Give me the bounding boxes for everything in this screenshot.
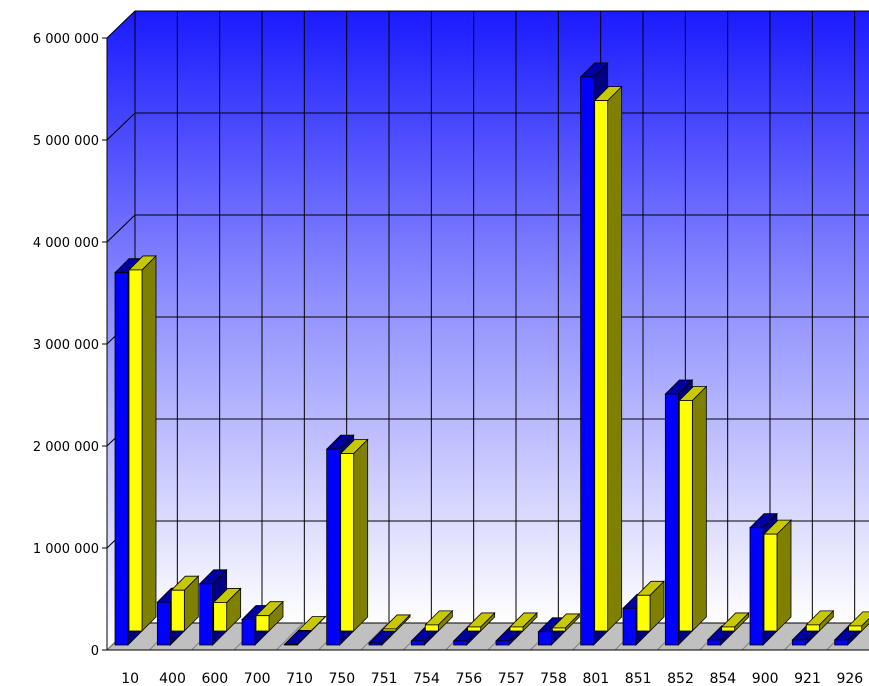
bar-10-s2 (128, 254, 157, 632)
y-tick-label: 6 000 000 (33, 32, 99, 47)
bar-851-s2 (636, 580, 665, 632)
x-tick-label: 600 (201, 671, 228, 686)
x-tick-label: 756 (455, 671, 482, 686)
x-tick-label: 854 (709, 671, 736, 686)
bar-757-s2 (509, 611, 538, 632)
x-tick-label: 801 (582, 671, 609, 686)
x-axis-labels: 10 400 600 700 710 750 751 754 756 757 758 801 851 85… (121, 671, 863, 686)
x-tick-label: 926 (836, 671, 863, 686)
bar-756-s2 (466, 611, 496, 632)
bar-750-s2 (339, 438, 369, 632)
y-tick-label: 2 000 000 (33, 440, 99, 455)
x-tick-label: 750 (328, 671, 355, 686)
x-tick-label: 400 (159, 671, 186, 686)
x-tick-label: 700 (244, 671, 271, 686)
y-tick-label: 0 (91, 644, 99, 659)
x-tick-label: 754 (413, 671, 440, 686)
bar-921-s2 (805, 609, 835, 632)
x-tick-label: 751 (371, 671, 398, 686)
x-tick-label: 921 (794, 671, 821, 686)
y-axis: 0 1 000 000 2 000 000 3 000 000 4 000 000 5 0… (33, 32, 869, 659)
gridline-side (106, 10, 136, 39)
x-tick-label: 852 (667, 671, 694, 686)
grid-lines (106, 10, 869, 651)
x-tick-label: 710 (286, 671, 313, 686)
bar-801-s2 (593, 85, 623, 632)
bar-900-s2 (763, 519, 792, 632)
bar-754-s2 (424, 609, 454, 632)
y-tick-label: 1 000 000 (33, 542, 99, 557)
gridline-side (106, 214, 136, 243)
floor-depth-line (275, 621, 305, 651)
x-tick-label: 10 (121, 671, 139, 686)
bar-751-s2 (382, 613, 411, 632)
bar-758-s2 (551, 612, 581, 632)
bar-600-s2 (212, 587, 242, 632)
y-tick-label: 4 000 000 (33, 236, 99, 251)
bar-926-s2 (847, 611, 869, 632)
bars (114, 61, 869, 646)
x-tick-label: 900 (752, 671, 779, 686)
bar-854-s2 (720, 611, 750, 632)
bar-700-s2 (255, 600, 284, 632)
gridline-side (106, 112, 136, 141)
x-tick-label: 757 (498, 671, 525, 686)
x-tick-label: 758 (540, 671, 567, 686)
y-tick-label: 3 000 000 (33, 338, 99, 353)
y-tick-label: 5 000 000 (33, 134, 99, 149)
floor-depth-line (360, 621, 390, 651)
bar-852-s2 (678, 385, 708, 632)
bar-710-s2 (297, 615, 327, 632)
bar-400-s2 (170, 575, 200, 632)
x-tick-label: 851 (625, 671, 652, 686)
